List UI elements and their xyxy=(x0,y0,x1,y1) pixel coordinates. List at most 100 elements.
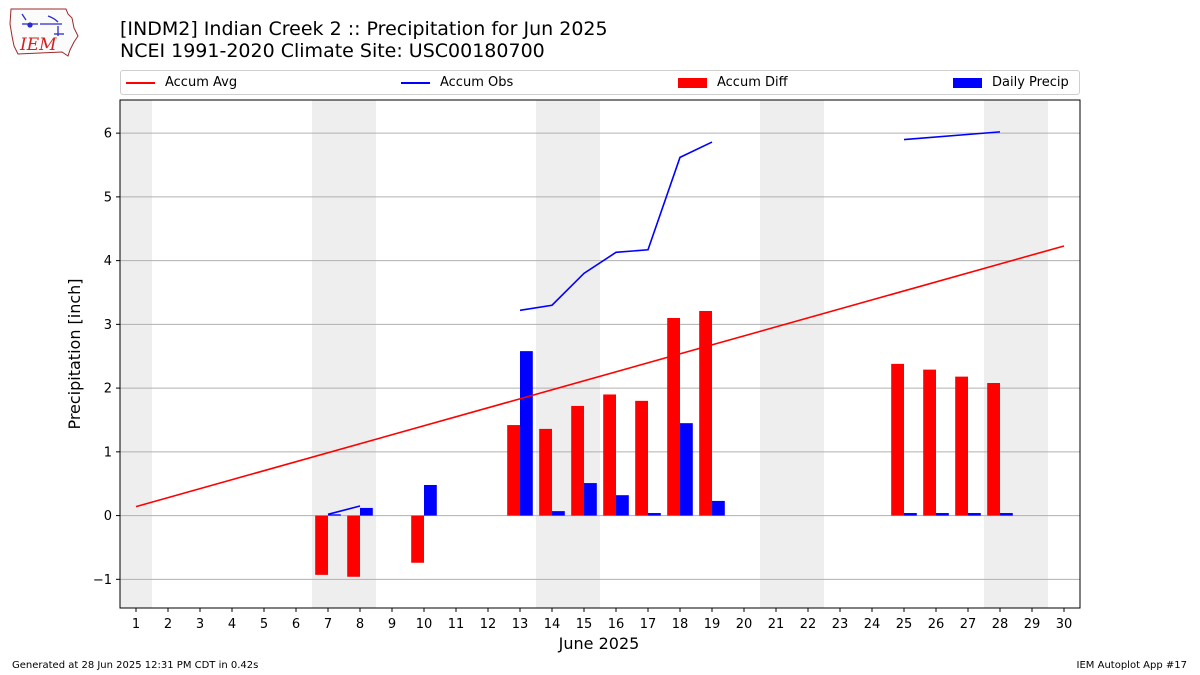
daily-precip-bar xyxy=(552,511,565,516)
accum-obs-line xyxy=(903,131,1001,141)
lines xyxy=(135,131,1065,516)
accum-diff-bar xyxy=(955,376,968,516)
accum-diff-bar xyxy=(347,515,360,577)
accum-diff-bar xyxy=(539,428,552,516)
accum-diff-bar xyxy=(411,515,424,563)
accum-obs-line xyxy=(519,141,713,312)
accum-diff-bar xyxy=(315,515,328,575)
daily-precip-bar xyxy=(904,513,917,516)
accum-diff-bar xyxy=(635,400,648,516)
bars xyxy=(315,310,1013,577)
accum-avg-line xyxy=(135,245,1065,508)
footer-app-id: IEM Autoplot App #17 xyxy=(1076,660,1187,671)
y-tick-label: 4 xyxy=(104,254,112,269)
x-tick-label: 5 xyxy=(260,617,268,632)
x-tick-label: 9 xyxy=(388,617,396,632)
legend-label-accum-obs: Accum Obs xyxy=(440,75,514,90)
x-tick-label: 23 xyxy=(832,617,849,632)
x-tick-label: 4 xyxy=(228,617,236,632)
x-tick-label: 11 xyxy=(448,617,465,632)
accum-diff-bar xyxy=(667,317,680,516)
accum-diff-bar xyxy=(603,394,616,516)
legend-swatch-accum-avg xyxy=(126,81,155,84)
legend-item-accum-avg: Accum Avg xyxy=(126,71,237,94)
x-tick-label: 8 xyxy=(356,617,364,632)
y-tick-label: −1 xyxy=(93,573,112,588)
x-tick-label: 25 xyxy=(896,617,913,632)
x-tick-label: 27 xyxy=(960,617,977,632)
x-tick-label: 16 xyxy=(608,617,625,632)
weekend-band xyxy=(984,100,1048,608)
x-tick-label: 22 xyxy=(800,617,817,632)
grid-lines xyxy=(120,132,1080,580)
x-tick-label: 28 xyxy=(992,617,1009,632)
legend-swatch-accum-diff xyxy=(678,77,707,88)
accum-diff-bar xyxy=(699,310,712,516)
daily-precip-bar xyxy=(360,507,373,516)
daily-precip-bar xyxy=(1000,513,1013,516)
y-tick-label: 5 xyxy=(104,190,112,205)
legend-label-accum-diff: Accum Diff xyxy=(717,75,788,90)
x-tick-label: 17 xyxy=(640,617,657,632)
x-tick-label: 6 xyxy=(292,617,300,632)
y-axis-label: Precipitation [inch] xyxy=(65,278,84,429)
legend-swatch-daily-precip xyxy=(953,77,982,88)
x-tick-label: 26 xyxy=(928,617,945,632)
weekend-band xyxy=(536,100,600,608)
accum-diff-bar xyxy=(571,405,584,516)
logo-text: IEM xyxy=(19,35,57,55)
daily-precip-bar xyxy=(968,513,981,516)
daily-precip-bar xyxy=(424,484,437,516)
x-tick-label: 21 xyxy=(768,617,785,632)
plot-frame xyxy=(119,99,1081,609)
daily-precip-bar xyxy=(712,500,725,516)
x-tick-label: 30 xyxy=(1056,617,1073,632)
daily-precip-bar xyxy=(648,513,661,516)
weekend-band xyxy=(120,100,152,608)
daily-precip-bar xyxy=(584,483,597,516)
legend-swatch-accum-obs xyxy=(401,81,430,84)
daily-precip-bar xyxy=(616,495,629,516)
chart-title: [INDM2] Indian Creek 2 :: Precipitation … xyxy=(120,18,608,40)
legend-label-daily-precip: Daily Precip xyxy=(992,75,1069,90)
x-tick-label: 10 xyxy=(416,617,433,632)
accum-diff-bar xyxy=(987,383,1000,516)
x-tick-label: 20 xyxy=(736,617,753,632)
accum-diff-bar xyxy=(891,363,904,516)
x-tick-label: 12 xyxy=(480,617,497,632)
accum-obs-line xyxy=(327,505,361,516)
footer-generated: Generated at 28 Jun 2025 12:31 PM CDT in… xyxy=(12,660,259,671)
x-tick-label: 13 xyxy=(512,617,529,632)
y-tick-label: 2 xyxy=(104,382,112,397)
x-axis-label: June 2025 xyxy=(558,634,640,653)
weekend-band xyxy=(760,100,824,608)
x-tick-label: 7 xyxy=(324,617,332,632)
legend: Accum Avg Accum Obs Accum Diff Daily Pre… xyxy=(120,70,1080,95)
daily-precip-bar xyxy=(328,514,341,516)
y-tick-label: 6 xyxy=(104,127,112,142)
legend-item-daily-precip: Daily Precip xyxy=(953,71,1069,94)
daily-precip-bar xyxy=(936,513,949,516)
y-tick-label: 1 xyxy=(104,445,112,460)
y-tick-label: 0 xyxy=(104,509,112,524)
y-tick-label: 3 xyxy=(104,318,112,333)
accum-diff-bar xyxy=(507,425,520,516)
x-tick-label: 1 xyxy=(132,617,140,632)
legend-item-accum-obs: Accum Obs xyxy=(401,71,513,94)
weekend-shading xyxy=(120,100,1048,608)
x-tick-label: 29 xyxy=(1024,617,1041,632)
iem-logo: IEM xyxy=(9,8,79,57)
x-tick-label: 24 xyxy=(864,617,881,632)
legend-label-accum-avg: Accum Avg xyxy=(165,75,238,90)
x-tick-label: 2 xyxy=(164,617,172,632)
chart-subtitle: NCEI 1991-2020 Climate Site: USC00180700 xyxy=(120,40,545,62)
x-tick-label: 15 xyxy=(576,617,593,632)
accum-diff-bar xyxy=(923,369,936,516)
daily-precip-bar xyxy=(680,423,693,516)
daily-precip-bar xyxy=(520,351,533,516)
x-tick-label: 19 xyxy=(704,617,721,632)
legend-item-accum-diff: Accum Diff xyxy=(678,71,788,94)
x-tick-label: 14 xyxy=(544,617,561,632)
